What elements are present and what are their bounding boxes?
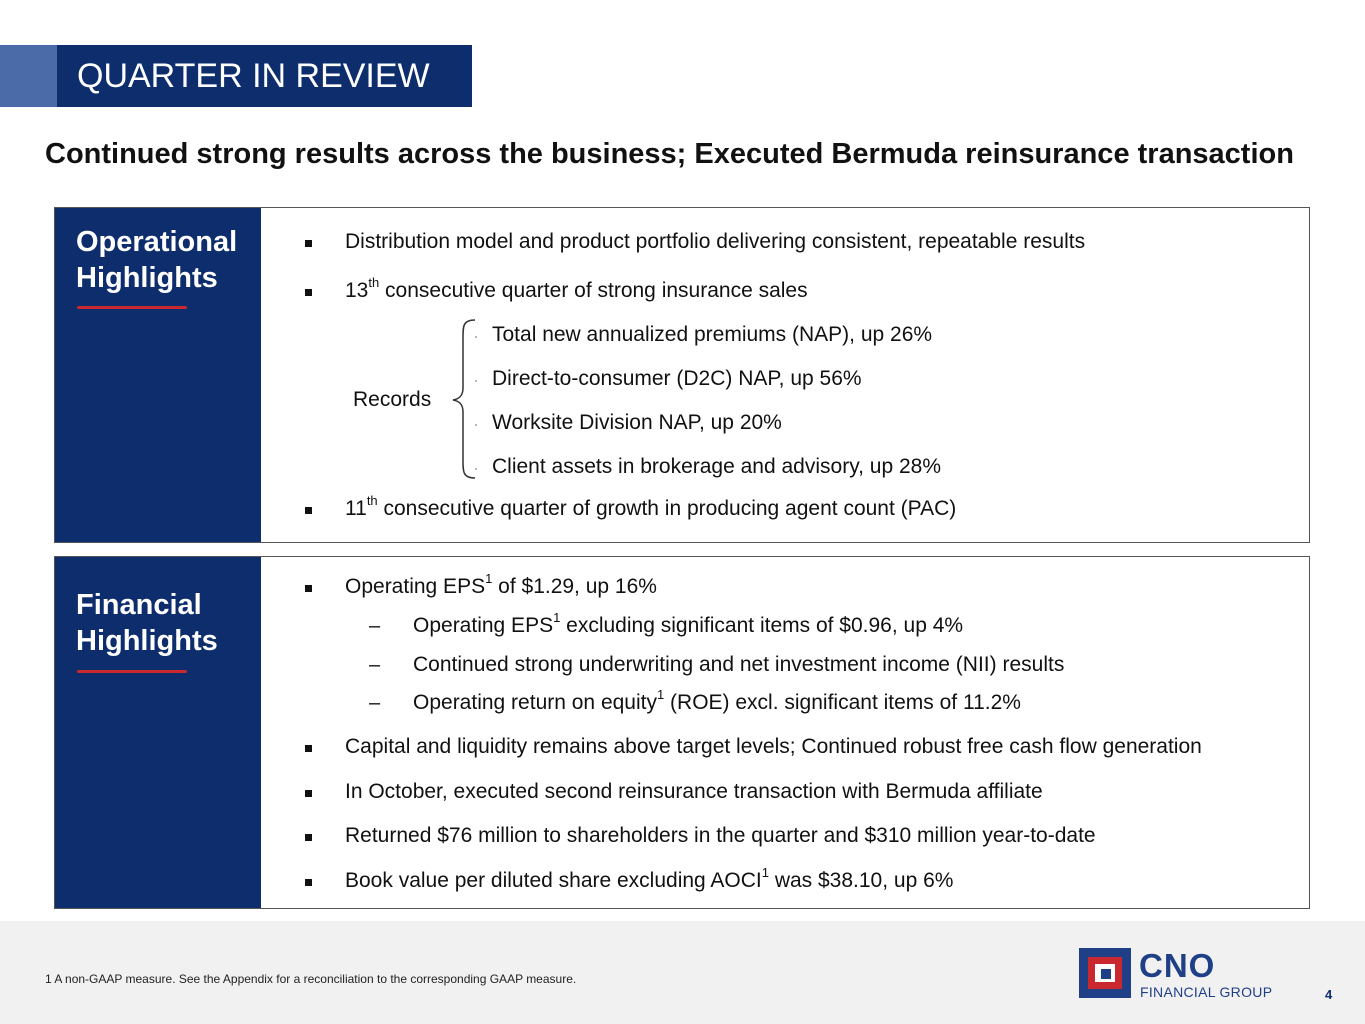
bullet-square-icon (305, 507, 312, 514)
bullet-square-icon (305, 879, 312, 886)
dash-icon: – (369, 654, 381, 676)
footnote: 1 A non-GAAP measure. See the Appendix f… (45, 972, 577, 986)
financial-heading-line1: Financial (76, 589, 202, 621)
op-bullet-pac-num: 11 (345, 497, 367, 520)
fin-sub1-value: excluding significant items of $0.96, up… (560, 614, 964, 637)
op-bullet-sales: 13th consecutive quarter of strong insur… (345, 276, 808, 303)
title-accent-block (0, 45, 57, 107)
records-label: Records (353, 388, 432, 411)
fin-sub3-text: Operating return on equity (413, 691, 657, 714)
record-dot-icon (475, 380, 477, 382)
record-item-d2c: Direct-to-consumer (D2C) NAP, up 56% (492, 367, 862, 390)
op-bullet-distribution: Distribution model and product portfolio… (345, 230, 1086, 253)
fin-sub3-value: (ROE) excl. significant items of 11.2% (664, 691, 1021, 714)
record-dot-icon (475, 336, 477, 338)
fin-sub3-sup: 1 (656, 687, 665, 702)
op-bullet-pac-text: consecutive quarter of growth in produci… (377, 497, 957, 520)
bullet-square-icon (305, 289, 312, 296)
operational-heading-line2: Highlights (76, 262, 218, 294)
operational-heading: Operational Highlights (76, 224, 237, 296)
operational-side-label: Operational Highlights (55, 208, 261, 542)
fin-bullet-book-value: Book value per diluted share excluding A… (345, 866, 954, 893)
op-bullet-sales-text: consecutive quarter of strong insurance … (379, 279, 808, 302)
dash-icon: – (369, 615, 381, 637)
fin-book-value: was $38.10, up 6% (768, 869, 954, 892)
fin-eps-sup: 1 (485, 571, 493, 586)
fin-sub1-sup: 1 (553, 610, 561, 625)
operational-red-underline (77, 306, 187, 309)
fin-book-text: Book value per diluted share excluding A… (345, 869, 762, 892)
financial-red-underline (77, 670, 187, 673)
financial-side-label: Financial Highlights (55, 557, 261, 908)
slide-subtitle: Continued strong results across the busi… (45, 138, 1294, 170)
fin-sub-underwriting: Continued strong underwriting and net in… (413, 653, 1065, 676)
op-bullet-pac-sup: th (366, 493, 378, 508)
fin-bullet-returned: Returned $76 million to shareholders in … (345, 824, 1096, 847)
op-bullet-pac: 11th consecutive quarter of growth in pr… (345, 494, 957, 521)
operational-highlights-panel: Operational Highlights Distribution mode… (54, 207, 1310, 543)
record-dot-icon (475, 468, 477, 470)
op-bullet-sales-num: 13 (345, 279, 369, 302)
record-item-client-assets: Client assets in brokerage and advisory,… (492, 455, 942, 478)
fin-eps-value: of $1.29, up 16% (492, 575, 657, 598)
bullet-square-icon (305, 790, 312, 797)
logo-wordmark: CNO (1139, 947, 1216, 984)
financial-heading: Financial Highlights (76, 587, 218, 659)
bullet-square-icon (305, 585, 312, 592)
logo-tagline: FINANCIAL GROUP (1140, 984, 1273, 1000)
fin-bullet-october: In October, executed second reinsurance … (345, 780, 1043, 803)
op-bullet-sales-sup: th (368, 275, 380, 290)
fin-book-sup: 1 (761, 865, 769, 880)
fin-sub-roe: Operating return on equity1 (ROE) excl. … (413, 688, 1021, 715)
fin-bullet-eps: Operating EPS1 of $1.29, up 16% (345, 572, 657, 599)
financial-highlights-panel: Financial Highlights Operating EPS1 of $… (54, 556, 1310, 909)
footer-band (0, 921, 1365, 1024)
record-item-worksite: Worksite Division NAP, up 20% (492, 411, 782, 434)
logo-blue-square (1101, 969, 1111, 979)
operational-heading-line1: Operational (76, 226, 238, 258)
bullet-square-icon (305, 834, 312, 841)
record-item-nap: Total new annualized premiums (NAP), up … (492, 323, 933, 346)
financial-heading-line2: Highlights (76, 625, 218, 657)
records-brace-icon (452, 319, 476, 479)
bullet-square-icon (305, 240, 312, 247)
fin-sub1-text: Operating EPS (413, 614, 554, 637)
fin-eps-text: Operating EPS (345, 575, 486, 598)
page-number: 4 (1325, 987, 1333, 1002)
bullet-square-icon (305, 745, 312, 752)
fin-sub-eps-excl: Operating EPS1 excluding significant ite… (413, 611, 964, 638)
fin-bullet-capital: Capital and liquidity remains above targ… (345, 735, 1202, 758)
dash-icon: – (369, 692, 381, 714)
record-dot-icon (475, 424, 477, 426)
page-title: QUARTER IN REVIEW (57, 45, 472, 107)
cno-logo-mark-icon (1079, 948, 1131, 998)
